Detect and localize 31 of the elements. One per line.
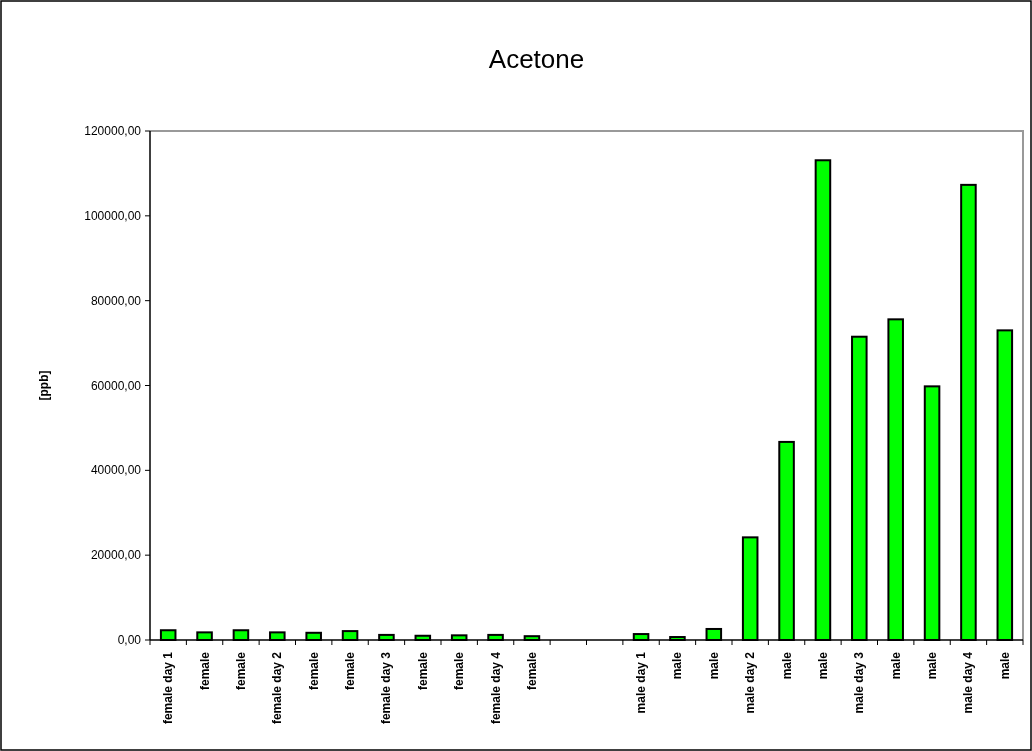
x-tick-label: female day 1 — [161, 651, 176, 725]
y-tick-label: 0,00 — [117, 633, 142, 647]
x-tick-label: female day 2 — [270, 651, 285, 725]
x-tick-label: female — [343, 651, 358, 691]
x-tick-label: female — [415, 651, 430, 691]
x-tick-label: female — [197, 651, 212, 691]
x-tick-label: male — [925, 651, 940, 680]
y-tick-label: 40000,00 — [90, 463, 142, 478]
x-tick-label: male day 2 — [743, 651, 758, 714]
x-tick-label: male — [997, 651, 1012, 680]
x-tick-label: male — [815, 651, 830, 680]
y-tick-label: 60000,00 — [90, 378, 142, 393]
y-tick-label: 80000,00 — [90, 293, 142, 308]
x-tick-label: female day 4 — [488, 651, 503, 725]
x-tick-label: female — [306, 651, 321, 691]
x-tick-label: male day 3 — [852, 651, 867, 714]
x-tick-label: female — [233, 651, 248, 691]
chart-title: Acetone — [488, 44, 585, 74]
y-tick-label: 120000,00 — [84, 124, 142, 138]
y-tick-label: 20000,00 — [90, 548, 142, 563]
x-tick-label: male day 1 — [634, 651, 649, 714]
x-tick-label: male — [888, 651, 903, 680]
x-tick-label: male — [706, 651, 721, 680]
x-tick-label: female day 3 — [379, 651, 394, 725]
x-tick-label: female — [524, 651, 539, 691]
y-axis-title: [ppb] — [37, 370, 51, 401]
x-tick-label: male day 4 — [961, 651, 976, 714]
y-tick-label: 100000,00 — [84, 208, 142, 223]
x-tick-label: male — [670, 651, 685, 680]
x-tick-label: male — [779, 651, 794, 680]
x-tick-label: female — [452, 651, 467, 691]
